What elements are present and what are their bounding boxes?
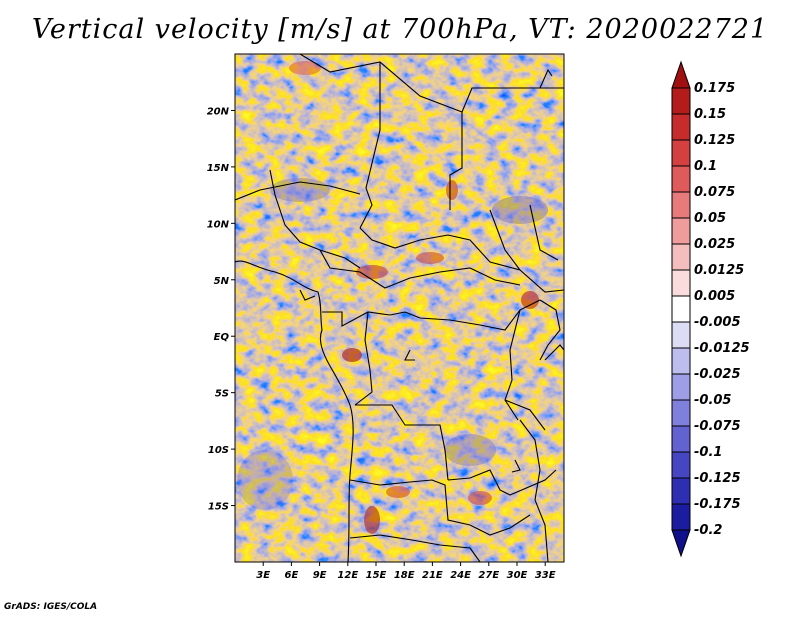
colorbar-label: 0.125 bbox=[694, 133, 735, 148]
colorbar-segment bbox=[671, 399, 691, 427]
grads-credit: GrADS: IGES/COLA bbox=[4, 602, 98, 612]
x-tick-label: 18E bbox=[394, 570, 415, 581]
x-tick-label: 3E bbox=[256, 570, 270, 581]
country-borders bbox=[235, 54, 564, 562]
colorbar-segment bbox=[671, 113, 691, 141]
colorbar-segment bbox=[671, 347, 691, 375]
colorbar-segment bbox=[671, 529, 691, 558]
colorbar-label: 0.025 bbox=[694, 237, 735, 252]
colorbar-segment bbox=[671, 60, 691, 89]
x-tick-label: 27E bbox=[478, 570, 499, 581]
colorbar-label: -0.05 bbox=[694, 393, 731, 408]
x-tick-label: 15E bbox=[366, 570, 387, 581]
chart-title: Vertical velocity [m/s] at 700hPa, VT: 2… bbox=[31, 14, 769, 45]
colorbar-label: -0.005 bbox=[694, 315, 741, 330]
colorbar-segment bbox=[671, 503, 691, 531]
y-tick-label: 5S bbox=[215, 389, 229, 400]
y-axis: 20N 15N 10N 5N EQ 5S 10S 15S bbox=[207, 106, 235, 513]
y-tick-label: 10S bbox=[208, 445, 229, 456]
colorbar-segment bbox=[671, 295, 691, 323]
colorbar-label: 0.1 bbox=[694, 159, 717, 174]
colorbar-label: -0.2 bbox=[694, 523, 722, 538]
colorbar-label: -0.1 bbox=[694, 445, 722, 460]
x-tick-label: 21E bbox=[422, 570, 443, 581]
colorbar-segment bbox=[671, 87, 691, 115]
colorbar: 0.175 0.15 0.125 0.1 0.075 0.05 0.025 0.0125 0.0… bbox=[671, 60, 750, 558]
x-axis: 3E 6E 9E 12E 15E 18E 21E 24E 27E 30E 33E bbox=[256, 562, 556, 581]
y-tick-label: 10N bbox=[207, 219, 230, 230]
colorbar-label: 0.005 bbox=[694, 289, 735, 304]
colorbar-label: -0.025 bbox=[694, 367, 741, 382]
colorbar-segment bbox=[671, 139, 691, 167]
colorbar-label: 0.075 bbox=[694, 185, 735, 200]
colorbar-segment bbox=[671, 321, 691, 349]
x-tick-label: 6E bbox=[285, 570, 299, 581]
colorbar-segment bbox=[671, 269, 691, 297]
colorbar-label: -0.075 bbox=[694, 419, 741, 434]
x-tick-label: 24E bbox=[450, 570, 471, 581]
colorbar-label: 0.15 bbox=[694, 107, 726, 122]
colorbar-segment bbox=[671, 477, 691, 505]
colorbar-label: 0.05 bbox=[694, 211, 726, 226]
map-panel bbox=[234, 53, 565, 563]
colorbar-label: -0.175 bbox=[694, 497, 741, 512]
colorbar-label: 0.175 bbox=[694, 81, 735, 96]
colorbar-label: -0.0125 bbox=[694, 341, 750, 356]
colorbar-label: 0.0125 bbox=[694, 263, 744, 278]
y-tick-label: 15N bbox=[207, 163, 230, 174]
map-frame bbox=[234, 53, 565, 563]
x-tick-label: 30E bbox=[507, 570, 528, 581]
colorbar-segment bbox=[671, 191, 691, 219]
colorbar-segment bbox=[671, 243, 691, 271]
y-tick-label: 20N bbox=[207, 106, 230, 117]
x-tick-label: 33E bbox=[535, 570, 556, 581]
colorbar-segment bbox=[671, 165, 691, 193]
y-tick-label: 5N bbox=[214, 276, 230, 287]
x-tick-label: 9E bbox=[313, 570, 327, 581]
strong-ascent-patches bbox=[237, 61, 548, 534]
colorbar-segment bbox=[671, 217, 691, 245]
colorbar-label: -0.125 bbox=[694, 471, 741, 486]
y-tick-label: EQ bbox=[214, 332, 230, 343]
y-tick-label: 15S bbox=[208, 502, 229, 513]
colorbar-segment bbox=[671, 373, 691, 401]
colorbar-segment bbox=[671, 425, 691, 453]
colorbar-segment bbox=[671, 451, 691, 479]
x-tick-label: 12E bbox=[337, 570, 358, 581]
